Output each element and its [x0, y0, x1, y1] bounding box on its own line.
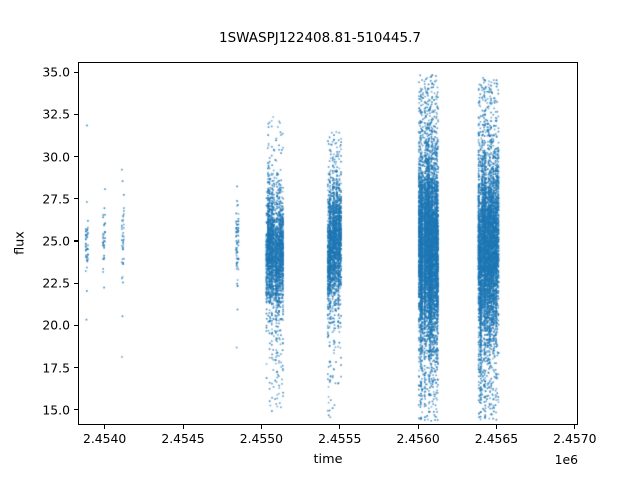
x-tick-mark [495, 425, 498, 429]
y-tick-mark [74, 409, 78, 411]
y-tick-label: 15.0 [42, 402, 70, 418]
x-tick-label: 2.4550 [239, 431, 284, 446]
y-tick-mark [74, 282, 78, 284]
scatter-data-layer [79, 63, 577, 424]
y-tick-label: 32.5 [42, 106, 70, 122]
x-tick-mark [339, 425, 341, 429]
y-tick-mark [74, 240, 78, 242]
x-tick-mark [104, 425, 106, 429]
page-title: 1SWASPJ122408.81-510445.7 [219, 30, 421, 46]
y-tick-mark [74, 324, 78, 326]
x-axis-offset-label: 1e6 [554, 452, 578, 467]
x-tick-label: 2.4560 [396, 431, 440, 446]
y-tick-label: 20.0 [42, 317, 70, 333]
x-tick-label: 2.4540 [82, 431, 127, 446]
x-tick-mark [574, 425, 576, 429]
y-tick-mark [74, 113, 78, 115]
plot-axes [78, 62, 578, 425]
x-tick-mark [182, 425, 184, 429]
y-tick-label: 22.5 [42, 275, 70, 291]
x-tick-mark [260, 425, 262, 429]
y-tick-mark [74, 367, 78, 369]
y-tick-label: 27.5 [42, 191, 70, 207]
y-tick-mark [74, 71, 78, 73]
y-tick-mark [74, 156, 78, 158]
y-tick-label: 17.5 [42, 360, 70, 376]
y-tick-mark [74, 198, 78, 200]
y-tick-label: 30.0 [42, 149, 70, 165]
x-tick-label: 2.4555 [318, 431, 362, 446]
x-tick-mark [417, 425, 419, 429]
x-tick-label: 2.4545 [161, 431, 205, 446]
y-tick-label: 35.0 [42, 64, 70, 80]
x-tick-label: 2.4570 [553, 431, 597, 446]
x-axis-label: time [313, 452, 343, 467]
y-tick-label: 25.0 [42, 233, 70, 249]
x-tick-label: 2.4565 [474, 431, 519, 446]
